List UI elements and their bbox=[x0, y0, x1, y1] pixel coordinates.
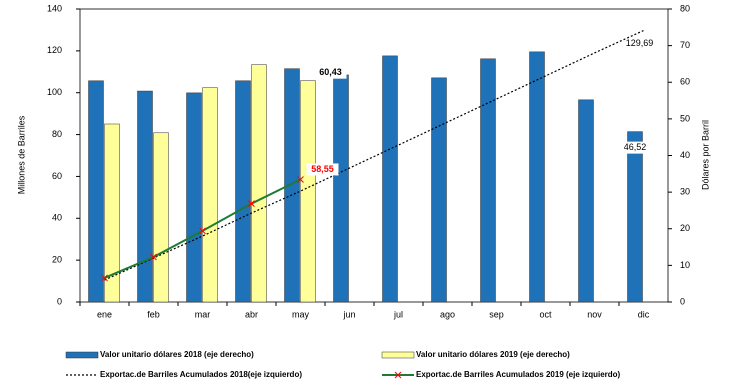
bar bbox=[431, 77, 447, 303]
bar bbox=[153, 132, 169, 303]
x-tick-label: nov bbox=[587, 309, 602, 319]
legend-swatch bbox=[381, 351, 415, 359]
x-tick-label: mar bbox=[195, 309, 211, 319]
y2-tick-label: 40 bbox=[680, 150, 690, 160]
label-box bbox=[314, 66, 347, 79]
bar bbox=[251, 64, 267, 303]
x-tick-label: sep bbox=[489, 309, 504, 319]
label-box bbox=[306, 163, 339, 176]
y-tick-label: 0 bbox=[57, 296, 62, 306]
bar bbox=[235, 80, 251, 303]
y-tick-label: 60 bbox=[52, 171, 62, 181]
x-tick-label: oct bbox=[539, 309, 552, 319]
legend-label: Valor unitario dólares 2019 (eje derecho… bbox=[416, 350, 570, 359]
value-label: 46,52 bbox=[624, 142, 647, 152]
value-label: 129,69 bbox=[626, 38, 654, 48]
bar bbox=[284, 68, 300, 303]
bar bbox=[88, 80, 104, 303]
bar bbox=[202, 87, 218, 303]
bar bbox=[104, 123, 120, 303]
bar bbox=[480, 58, 496, 303]
y2-tick-label: 20 bbox=[680, 223, 690, 233]
legend-marker bbox=[394, 371, 402, 379]
bar bbox=[578, 99, 594, 303]
y2-tick-label: 30 bbox=[680, 187, 690, 197]
bar bbox=[333, 74, 349, 303]
bar bbox=[529, 51, 545, 303]
y2-axis-label: Dólares por Barril bbox=[700, 120, 710, 190]
x-tick-label: may bbox=[292, 309, 310, 319]
legend-label: Valor unitario dólares 2018 (eje derecho… bbox=[100, 350, 254, 359]
x-tick-label: abr bbox=[245, 309, 258, 319]
bar bbox=[137, 90, 153, 303]
x-tick-label: feb bbox=[147, 309, 160, 319]
legend-label: Exportac.de Barriles Acumulados 2018(eje… bbox=[100, 370, 302, 379]
legend-label: Exportac.de Barriles Acumulados 2019 (ej… bbox=[416, 370, 621, 379]
x-tick-label: dic bbox=[638, 309, 650, 319]
y2-tick-label: 10 bbox=[680, 260, 690, 270]
bar bbox=[382, 55, 398, 303]
marker bbox=[297, 176, 304, 183]
y-tick-label: 120 bbox=[47, 45, 62, 55]
marker bbox=[150, 253, 157, 261]
value-label: 60,43 bbox=[319, 67, 342, 77]
x-tick-label: jun bbox=[342, 309, 355, 319]
marker bbox=[199, 227, 206, 235]
x-tick-label: jul bbox=[393, 309, 403, 319]
legend-swatch bbox=[65, 351, 99, 359]
bar bbox=[300, 80, 316, 303]
y2-tick-label: 80 bbox=[680, 3, 690, 13]
marker bbox=[101, 274, 108, 282]
y-tick-label: 40 bbox=[52, 213, 62, 223]
label-box bbox=[619, 141, 651, 154]
y-tick-label: 20 bbox=[52, 255, 62, 265]
y-axis-label: Millones de Barriles bbox=[16, 115, 26, 194]
y-tick-label: 80 bbox=[52, 129, 62, 139]
line bbox=[104, 30, 644, 281]
marker bbox=[248, 200, 255, 207]
y-tick-label: 140 bbox=[47, 3, 62, 13]
x-tick-label: ene bbox=[97, 309, 112, 319]
bar bbox=[186, 92, 202, 303]
y2-tick-label: 70 bbox=[680, 40, 690, 50]
y2-tick-label: 50 bbox=[680, 113, 690, 123]
value-label: 58,55 bbox=[311, 164, 334, 174]
bar bbox=[627, 131, 643, 303]
y2-tick-label: 60 bbox=[680, 77, 690, 87]
y-tick-label: 100 bbox=[47, 87, 62, 97]
x-tick-label: ago bbox=[440, 309, 455, 319]
y2-tick-label: 0 bbox=[680, 296, 685, 306]
